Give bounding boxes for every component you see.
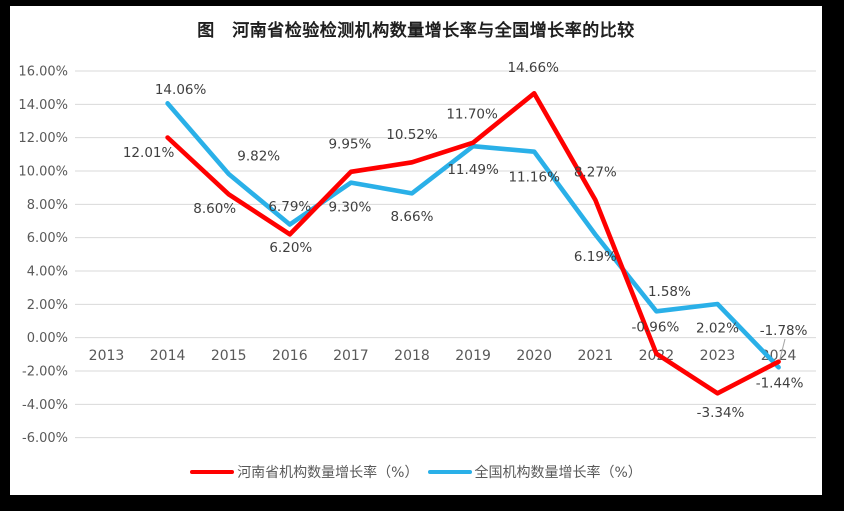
- y-tick-label: 6.00%: [27, 231, 68, 246]
- legend-label: 全国机构数量增长率（%）: [474, 465, 642, 481]
- data-label-national: 11.16%: [508, 169, 560, 185]
- data-label-national: 6.19%: [574, 249, 617, 265]
- data-label-henan: 11.70%: [446, 106, 498, 122]
- y-tick-label: 8.00%: [27, 198, 68, 213]
- data-label-henan: 12.01%: [123, 145, 175, 161]
- data-label-henan: -1.44%: [756, 375, 804, 391]
- y-tick-label: 16.00%: [18, 65, 68, 80]
- y-tick-label: 4.00%: [27, 265, 68, 280]
- data-label-henan: -0.96%: [632, 319, 680, 335]
- data-label-national: 14.06%: [155, 82, 207, 98]
- x-tick-label: 2013: [89, 348, 125, 364]
- y-tick-label: -2.00%: [22, 365, 68, 380]
- legend-label: 河南省机构数量增长率（%）: [237, 465, 419, 481]
- data-label-national: 11.49%: [447, 162, 499, 178]
- series-line-national: [165, 101, 781, 370]
- data-label-henan: 8.27%: [574, 165, 617, 181]
- data-label-national: -1.78%: [760, 323, 808, 339]
- x-tick-label: 2023: [700, 348, 736, 364]
- x-tick-label: 2014: [150, 348, 186, 364]
- y-tick-label: 10.00%: [18, 165, 68, 180]
- data-label-henan: 8.60%: [193, 201, 236, 217]
- data-label-henan: 6.20%: [269, 240, 312, 256]
- x-tick-label: 2019: [455, 348, 491, 364]
- data-label-national: 9.82%: [237, 149, 280, 165]
- data-label-henan: 14.66%: [507, 60, 559, 76]
- x-tick-label: 2021: [577, 348, 613, 364]
- data-label-henan: -3.34%: [697, 405, 745, 421]
- data-label-national: 9.30%: [328, 199, 371, 215]
- series-line-henan: [165, 91, 781, 396]
- y-tick-label: -4.00%: [22, 398, 68, 413]
- data-label-national: 2.02%: [696, 321, 739, 337]
- chart-title: 图 河南省检验检测机构数量增长率与全国增长率的比较: [197, 21, 635, 41]
- data-label-national: 6.79%: [268, 199, 311, 215]
- legend-line-swatch-henan: [190, 469, 235, 475]
- chart-legend: 河南省机构数量增长率（%） 全国机构数量增长率（%）: [10, 459, 822, 485]
- label-leader-line: [778, 338, 786, 364]
- data-label-national: 8.66%: [391, 209, 434, 225]
- y-tick-label: 0.00%: [27, 331, 68, 346]
- x-tick-label: 2016: [272, 348, 308, 364]
- y-tick-label: 12.00%: [18, 131, 68, 146]
- chart-panel: 图 河南省检验检测机构数量增长率与全国增长率的比较 16.00% 14.00% 12…: [10, 6, 822, 495]
- y-tick-label: -6.00%: [22, 431, 68, 446]
- x-tick-label: 2017: [333, 348, 369, 364]
- y-tick-label: 14.00%: [18, 98, 68, 113]
- data-label-henan: 9.95%: [328, 137, 371, 153]
- x-tick-label: 2015: [211, 348, 247, 364]
- legend-item-national: 全国机构数量增长率（%）: [427, 462, 642, 482]
- data-label-henan: 10.52%: [386, 127, 438, 143]
- legend-item-henan: 河南省机构数量增长率（%）: [190, 462, 419, 482]
- x-tick-label: 2018: [394, 348, 430, 364]
- data-label-national: 1.58%: [648, 284, 691, 300]
- line-chart: 16.00% 14.00% 12.00% 10.00% 8.00% 6.00% 4.00% 2…: [18, 60, 816, 446]
- legend-line-swatch-national: [427, 469, 472, 475]
- y-tick-label: 2.00%: [27, 298, 68, 313]
- x-tick-label: 2020: [516, 348, 552, 364]
